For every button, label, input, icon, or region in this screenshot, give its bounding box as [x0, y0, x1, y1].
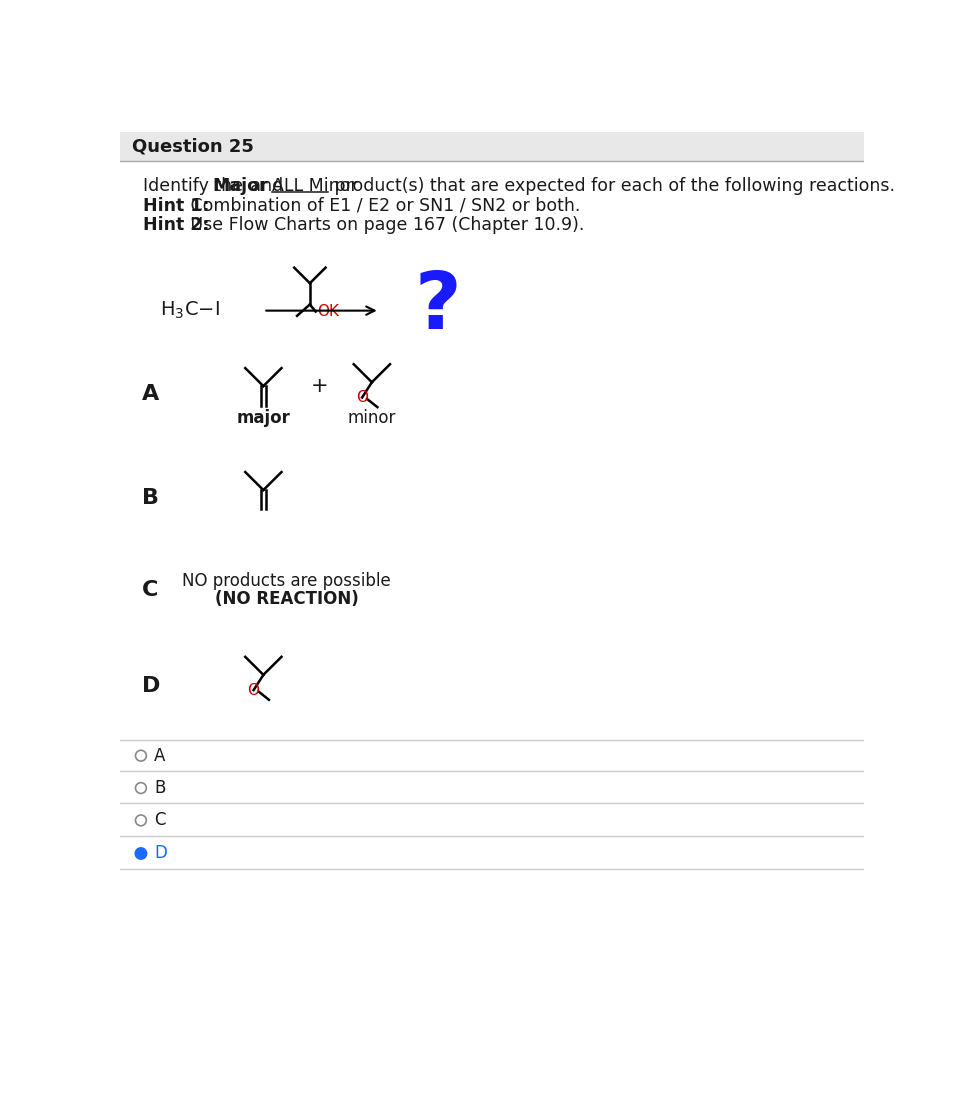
Circle shape — [135, 848, 146, 859]
Text: A: A — [142, 384, 159, 404]
Text: A: A — [155, 747, 165, 764]
Text: C: C — [155, 812, 165, 829]
Text: NO products are possible: NO products are possible — [182, 572, 391, 590]
Text: product(s) that are expected for each of the following reactions.: product(s) that are expected for each of… — [329, 177, 896, 195]
Text: +: + — [311, 376, 328, 396]
Text: Major: Major — [212, 177, 268, 195]
Text: H$_3$C$-$I: H$_3$C$-$I — [160, 300, 220, 321]
Text: Use Flow Charts on page 167 (Chapter 10.9).: Use Flow Charts on page 167 (Chapter 10.… — [185, 217, 585, 234]
Text: ?: ? — [415, 267, 461, 345]
Text: D: D — [142, 676, 160, 696]
Text: B: B — [142, 487, 158, 508]
Text: D: D — [155, 845, 167, 862]
Text: Hint 1:: Hint 1: — [143, 197, 209, 215]
Text: and: and — [245, 177, 289, 195]
Text: Hint 2:: Hint 2: — [143, 217, 209, 234]
Text: Combination of E1 / E2 or SN1 / SN2 or both.: Combination of E1 / E2 or SN1 / SN2 or b… — [185, 197, 581, 215]
Text: OK: OK — [317, 304, 339, 319]
Text: O: O — [356, 390, 368, 405]
Text: (NO REACTION): (NO REACTION) — [215, 591, 358, 608]
Text: Question 25: Question 25 — [132, 138, 254, 155]
Text: O: O — [248, 683, 259, 697]
Text: minor: minor — [348, 409, 396, 428]
Text: major: major — [236, 409, 290, 428]
Text: B: B — [155, 779, 165, 798]
Text: ALL Minor: ALL Minor — [272, 177, 357, 195]
Text: C: C — [142, 580, 158, 601]
Bar — [120, 132, 864, 162]
Text: Identify the: Identify the — [143, 177, 249, 195]
